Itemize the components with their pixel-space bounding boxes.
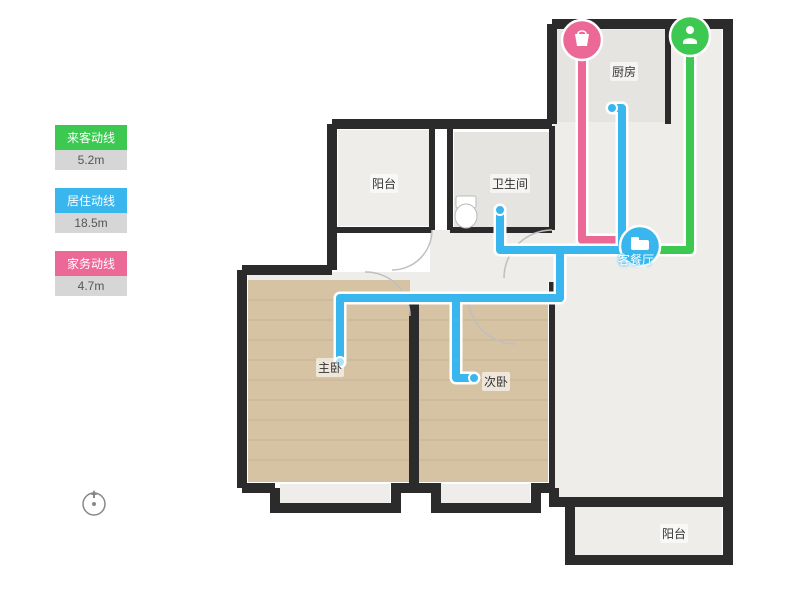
second-window-sill: [440, 484, 530, 504]
bathroom-label: 卫生间: [490, 174, 530, 193]
toilet-fixture: [455, 196, 477, 228]
balcony2-floor: [570, 502, 722, 560]
kitchen-label: 厨房: [610, 62, 638, 81]
second-bedroom-label: 次卧: [482, 372, 510, 391]
floorplan: 厨房 阳台 卫生间 客餐厅 主卧 次卧 阳台: [200, 0, 800, 600]
legend-housework-label: 家务动线: [55, 251, 127, 276]
master-bedroom-label: 主卧: [316, 358, 344, 377]
legend-living: 居住动线 18.5m: [55, 188, 127, 233]
balcony2-label: 阳台: [660, 524, 688, 543]
master-window-sill: [280, 484, 390, 504]
master-bedroom-floor: [248, 280, 410, 482]
visitor-marker: [670, 16, 710, 56]
path-legend: 来客动线 5.2m 居住动线 18.5m 家务动线 4.7m: [55, 125, 127, 314]
housework-marker: [562, 20, 602, 60]
livingdining-label: 客餐厅: [616, 250, 656, 269]
compass-icon: [80, 490, 108, 518]
legend-housework: 家务动线 4.7m: [55, 251, 127, 296]
legend-housework-value: 4.7m: [55, 276, 127, 296]
legend-living-label: 居住动线: [55, 188, 127, 213]
legend-visitor: 来客动线 5.2m: [55, 125, 127, 170]
legend-visitor-value: 5.2m: [55, 150, 127, 170]
legend-living-value: 18.5m: [55, 213, 127, 233]
floorplan-svg: [200, 0, 800, 600]
second-bedroom-floor: [418, 300, 548, 482]
balcony1-label: 阳台: [370, 174, 398, 193]
legend-visitor-label: 来客动线: [55, 125, 127, 150]
